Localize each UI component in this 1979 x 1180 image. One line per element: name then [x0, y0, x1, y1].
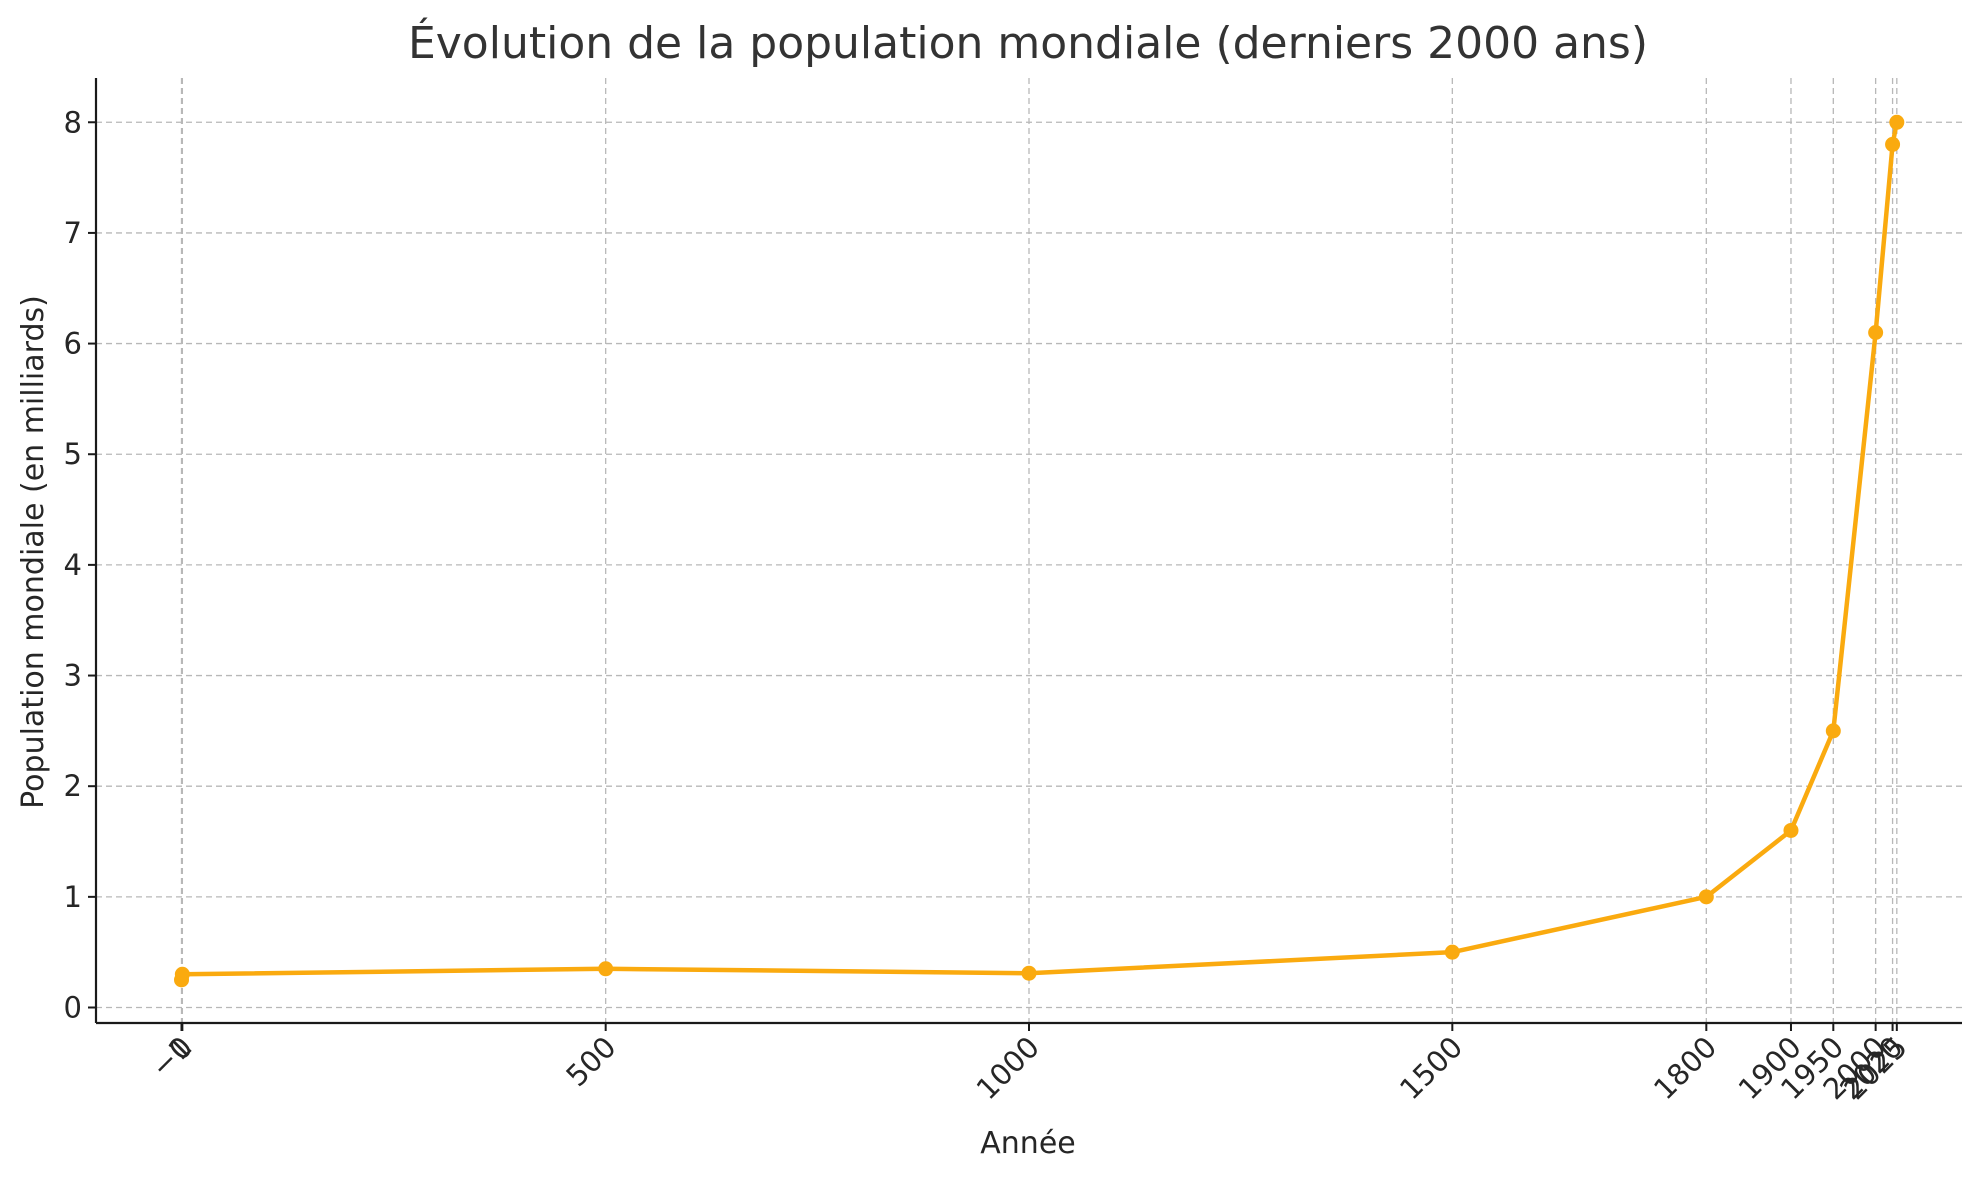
y-tick-label: 3	[64, 659, 82, 693]
data-point	[1889, 114, 1905, 130]
y-tick-label: 2	[64, 769, 82, 803]
y-tick-label: 8	[64, 105, 82, 139]
grid-lines	[96, 78, 1962, 1023]
y-tick-label: 7	[64, 216, 82, 250]
chart-title: Évolution de la population mondiale (der…	[408, 16, 1648, 69]
x-tick-label: 1500	[1393, 1030, 1469, 1106]
data-point	[598, 961, 614, 977]
y-tick-label: 5	[64, 437, 82, 471]
y-axis-title: Population mondiale (en milliards)	[16, 295, 51, 809]
series-population	[174, 114, 1905, 988]
series-line	[179, 120, 1900, 983]
x-axis-title: Année	[980, 1126, 1075, 1161]
axis-ticks: −10 500 1000 1500 1800 1900195020002020202501…	[64, 105, 1914, 1106]
y-tick-label: 4	[64, 548, 82, 582]
x-tick-label: 1000	[970, 1030, 1046, 1106]
y-tick-label: 0	[64, 991, 82, 1025]
data-point	[1021, 965, 1037, 981]
data-point	[1698, 889, 1714, 905]
data-point	[174, 966, 190, 982]
data-point	[1885, 136, 1901, 152]
x-tick-label: 1800	[1647, 1030, 1723, 1106]
x-tick-label: 500	[559, 1030, 622, 1093]
data-point	[1825, 723, 1841, 739]
data-point	[1444, 944, 1460, 960]
data-point	[1868, 325, 1884, 341]
y-tick-label: 1	[64, 880, 82, 914]
data-point	[1783, 822, 1799, 838]
y-tick-label: 6	[64, 327, 82, 361]
